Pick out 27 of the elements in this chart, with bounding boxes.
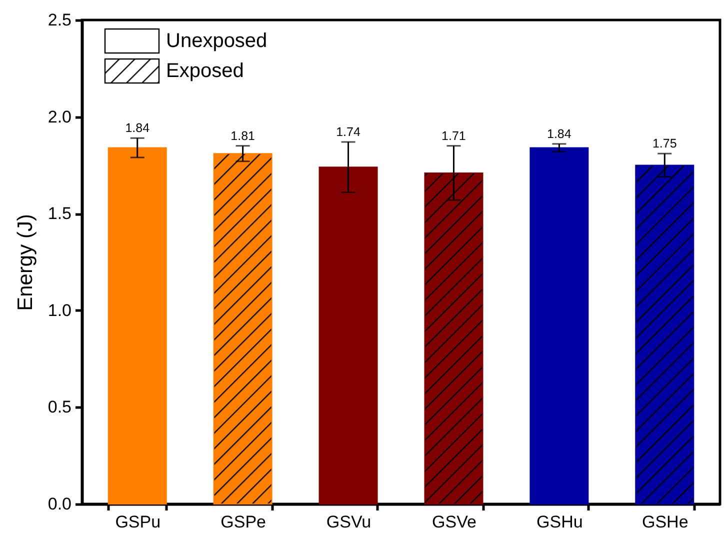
bar bbox=[530, 147, 589, 504]
bar bbox=[424, 172, 484, 504]
y-tick-label: 2.5 bbox=[48, 10, 72, 30]
data-label: 1.71 bbox=[442, 128, 466, 143]
bar bbox=[213, 153, 272, 504]
data-label: 1.75 bbox=[652, 136, 677, 151]
bar bbox=[318, 166, 378, 504]
y-tick-label: 2.0 bbox=[48, 107, 72, 126]
bar bbox=[108, 147, 167, 504]
annotation: Unexposed bbox=[166, 30, 268, 52]
data-label: 1.74 bbox=[336, 124, 360, 139]
y-tick-label: 1.0 bbox=[48, 300, 72, 320]
bar bbox=[635, 164, 694, 504]
x-tick-label: GSPu bbox=[115, 512, 161, 532]
data-label: 1.81 bbox=[230, 128, 256, 143]
data-label: 1.84 bbox=[547, 126, 572, 141]
y-tick-label: 0.0 bbox=[48, 494, 72, 514]
x-tick-label: GSHe bbox=[642, 512, 688, 532]
annotation: Exposed bbox=[166, 60, 244, 82]
data-label: 1.84 bbox=[125, 121, 150, 136]
y-tick-label: 1.5 bbox=[48, 204, 72, 224]
y-axis-title: Energy (J) bbox=[14, 214, 37, 311]
x-tick-label: GSVe bbox=[432, 512, 476, 532]
x-tick-label: GSPe bbox=[220, 512, 266, 532]
x-tick-label: GSVu bbox=[326, 512, 372, 532]
y-tick-label: 0.5 bbox=[48, 398, 72, 417]
x-tick-label: GSHu bbox=[536, 512, 583, 532]
